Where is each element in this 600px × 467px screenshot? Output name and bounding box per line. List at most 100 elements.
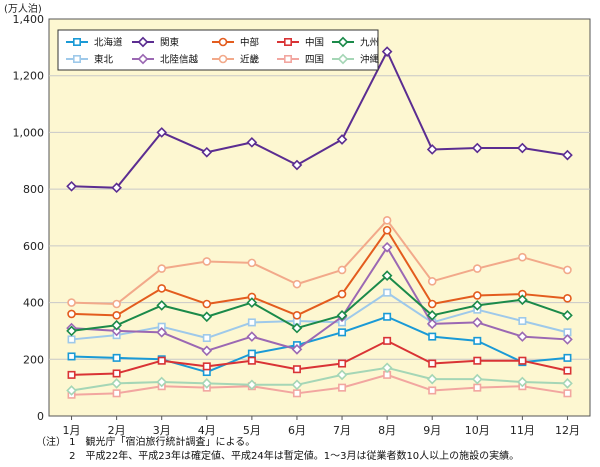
data-point [428,359,437,368]
data-point [338,359,347,368]
series-5 [67,225,572,320]
footnotes: （注） 1 観光庁「宿泊旅行統計調査」による。 2 平成22年、平成23年は確定… [36,436,519,464]
data-point [202,362,211,371]
line-chart: (万人泊) 0 200 400 600 800 1,000 1,200 1,400 1月 2月 3… [4,3,591,437]
series-9 [66,270,573,337]
data-point [336,134,348,145]
legend-swatch-marker [73,37,82,46]
data-point [381,362,393,374]
data-point [383,288,392,297]
data-point [292,311,302,320]
data-point [247,349,256,358]
series-3 [66,46,573,194]
series-7 [67,336,572,379]
legend-item: 中部 [212,37,259,49]
legend-label: 沖縄 [360,54,380,66]
data-point [247,356,256,365]
data-point [428,332,437,341]
data-point [246,331,258,342]
y-unit-label: (万人泊) [4,3,42,15]
data-point [338,383,347,392]
data-point [563,353,572,362]
data-point [518,317,527,326]
data-point [291,322,303,334]
legend-item: 沖縄 [332,54,380,66]
legend-swatch-marker [137,36,149,48]
x-axis: 1月 2月 3月 4月 5月 6月 7月 8月 9月 10月 11月 12月 [63,416,580,437]
legend-label: 北陸信越 [160,54,199,66]
y-tick-label: 400 [23,297,44,310]
data-point [381,241,393,253]
legend-label: 九州 [360,37,379,49]
legend-item: 東北 [66,54,114,66]
data-point [562,378,573,389]
data-point [338,328,347,337]
x-tick-label: 4月 [198,424,216,437]
legend-swatch-marker [283,37,292,46]
x-tick-label: 5月 [243,424,261,437]
data-point [111,319,122,331]
data-point [247,318,256,327]
x-tick-label: 8月 [378,424,396,437]
data-point [563,389,572,398]
data-point [112,311,121,320]
data-point [202,299,212,309]
data-point [383,312,392,321]
data-point [112,299,121,309]
x-tick-label: 7月 [333,424,351,437]
data-point [473,336,482,345]
x-tick-label: 3月 [153,424,171,437]
legend-swatch-marker [337,36,349,48]
plot-area [48,18,591,417]
data-point [471,317,483,328]
legend-item: 関東 [132,37,180,49]
data-point [426,318,438,330]
data-point [517,294,528,306]
data-point [518,356,527,365]
data-point [201,345,213,357]
data-point [67,352,76,361]
data-point [563,265,572,275]
data-point [562,149,573,161]
data-point [381,46,393,57]
data-point [201,311,213,323]
data-point [563,366,572,375]
data-point [246,379,258,391]
data-point [292,279,302,289]
x-tick-label: 12月 [555,424,580,437]
data-point [156,327,168,338]
data-point [246,297,258,308]
data-point [201,378,213,389]
data-point [562,334,573,345]
y-tick-label: 1,000 [13,126,45,139]
legend-label: 四国 [305,55,324,66]
data-point [247,258,257,268]
data-point [472,264,482,273]
series-line [71,219,568,305]
data-point [428,386,437,395]
data-point [336,310,348,321]
series-line [71,315,568,374]
x-tick-label: 10月 [465,424,490,437]
legend-swatch-marker [218,37,228,47]
legend-label: 近畿 [240,54,260,66]
legend-label: 北海道 [94,37,123,49]
y-axis: 0 200 400 600 800 1,000 1,200 1,400 [13,13,45,423]
data-point [157,264,167,273]
data-point [112,353,121,362]
series-line [71,373,568,396]
data-point [292,389,301,398]
data-point [157,356,166,365]
y-tick-label: 600 [23,240,44,253]
legend-swatch-marker [283,54,292,63]
y-tick-label: 200 [23,353,44,366]
legend-item: 四国 [277,55,324,66]
legend-item: 北海道 [66,37,123,49]
legend-label: 東北 [94,54,114,66]
y-tick-label: 1,400 [13,13,45,26]
data-point [202,257,212,266]
data-point [382,216,392,225]
data-point [67,298,76,307]
legend-label: 関東 [160,37,180,49]
legend-swatch-marker [337,53,349,65]
